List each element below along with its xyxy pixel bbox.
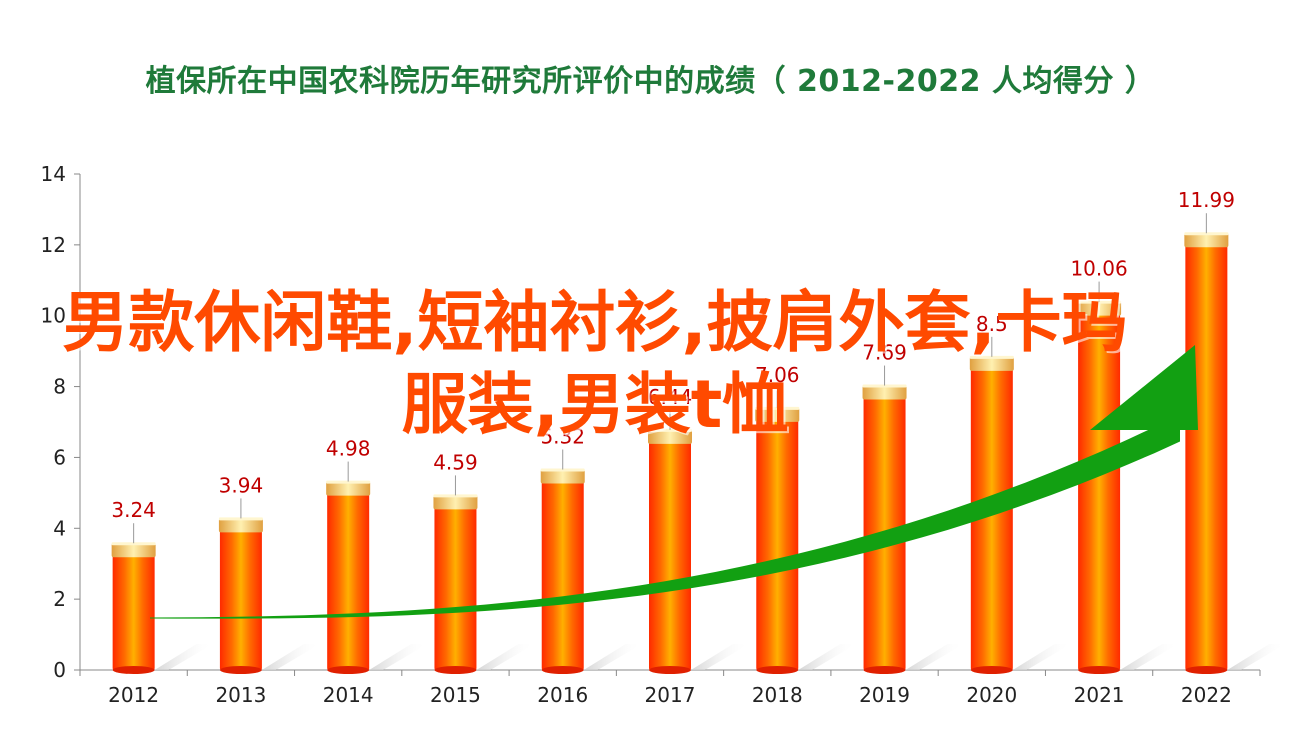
bar — [219, 530, 262, 670]
bar-base — [756, 666, 799, 674]
bar-shadow — [154, 644, 213, 670]
y-tick-label: 2 — [53, 587, 66, 611]
x-tick-label: 2014 — [323, 683, 374, 707]
bar-base — [112, 666, 155, 674]
bar-shadow — [905, 644, 964, 670]
x-tick-label: 2022 — [1181, 683, 1232, 707]
bar-cap — [218, 518, 263, 533]
bar-cap — [755, 407, 800, 422]
y-tick-label: 8 — [53, 375, 66, 399]
bar-cap — [111, 543, 156, 558]
overlay-text: 男款休闲鞋,短袖衬衫,披肩外套,卡玛服装,男装t恤 — [62, 284, 1128, 443]
bar-base — [1078, 666, 1121, 674]
bar — [756, 419, 799, 670]
bar-shadow — [798, 644, 857, 670]
bar-cap — [1077, 301, 1122, 316]
x-tick-label: 2015 — [430, 683, 481, 707]
trend-arrow-shaft — [150, 414, 1180, 619]
bar-shadow — [1227, 644, 1286, 670]
bar-cap-top — [648, 428, 692, 432]
y-tick-label: 0 — [53, 658, 66, 682]
bar-cap-top — [433, 494, 478, 498]
x-tick-label: 2013 — [215, 683, 266, 707]
bar — [1078, 313, 1121, 670]
bar-cap-top — [218, 517, 263, 521]
x-tick-label: 2020 — [966, 683, 1017, 707]
bar-shadow — [691, 644, 749, 670]
bar-cap — [1184, 233, 1229, 248]
bar — [541, 481, 584, 670]
bar-shadow — [1012, 644, 1071, 670]
value-label: 8.5 — [976, 312, 1008, 336]
bar — [649, 441, 691, 670]
value-label: 5.32 — [540, 425, 585, 449]
bar — [112, 555, 155, 670]
bar-shadows — [154, 644, 1286, 670]
y-tick-label: 14 — [41, 162, 66, 186]
value-label: 4.98 — [326, 437, 371, 461]
bar-base — [541, 666, 584, 674]
x-tick-label: 2017 — [645, 683, 696, 707]
bar-cap — [540, 469, 585, 484]
bar-base — [327, 666, 370, 674]
bar-base — [434, 666, 477, 674]
bar-cap-top — [326, 480, 371, 484]
bar-cap-top — [1077, 300, 1122, 304]
trend-arrow — [150, 345, 1198, 619]
value-label: 7.69 — [862, 341, 907, 365]
bar-cap-top — [1184, 232, 1229, 236]
bar-cap-top — [755, 406, 800, 410]
x-tick-label: 2012 — [108, 683, 159, 707]
x-tick-label: 2021 — [1074, 683, 1125, 707]
bar-base — [863, 666, 906, 674]
bar-cap — [862, 385, 907, 400]
x-tick-label: 2019 — [859, 683, 910, 707]
y-tick-label: 6 — [53, 445, 66, 469]
y-tick-label: 12 — [41, 233, 66, 257]
chart-title: 植保所在中国农科院历年研究所评价中的成绩（ 2012-2022 人均得分 ） — [145, 64, 1156, 99]
bar-cap-top — [969, 355, 1014, 359]
bar-shadow — [583, 644, 642, 670]
bar-cap — [969, 356, 1014, 371]
bar-cap — [326, 481, 371, 496]
bar-cap — [433, 495, 478, 510]
value-label: 3.94 — [219, 473, 264, 497]
value-labels: 3.24 3.94 4.98 4.59 5.32 6.44 7.06 7.69 8.5 10.06… — [110, 187, 1236, 544]
bar-base — [970, 666, 1013, 674]
bar-cap — [648, 429, 692, 444]
value-label: 4.59 — [433, 450, 478, 474]
bar-cap-top — [111, 542, 156, 546]
bar-base — [649, 666, 691, 674]
bar — [970, 368, 1013, 670]
bar — [434, 507, 477, 670]
value-label: 6.44 — [648, 385, 693, 409]
bar-base — [219, 666, 262, 674]
bar — [1185, 245, 1228, 670]
bar — [327, 493, 370, 670]
bars — [111, 232, 1229, 674]
bar-base — [1185, 666, 1228, 674]
bar-cap-top — [862, 384, 907, 388]
x-tick-label: 2018 — [752, 683, 803, 707]
bar-shadow — [476, 644, 535, 670]
y-tick-label: 10 — [41, 304, 66, 328]
value-label: 7.06 — [755, 363, 800, 387]
bar-shadow — [261, 644, 320, 670]
bar-shadow — [369, 644, 428, 670]
value-label: 11.99 — [1178, 188, 1235, 212]
value-label: 3.24 — [111, 498, 156, 522]
bar-cap-top — [540, 468, 585, 472]
bar-shadow — [1120, 644, 1179, 670]
value-label: 10.06 — [1070, 257, 1127, 281]
trend-arrow-head — [1090, 345, 1198, 430]
x-tick-label: 2016 — [537, 683, 588, 707]
y-tick-label: 4 — [53, 516, 66, 540]
